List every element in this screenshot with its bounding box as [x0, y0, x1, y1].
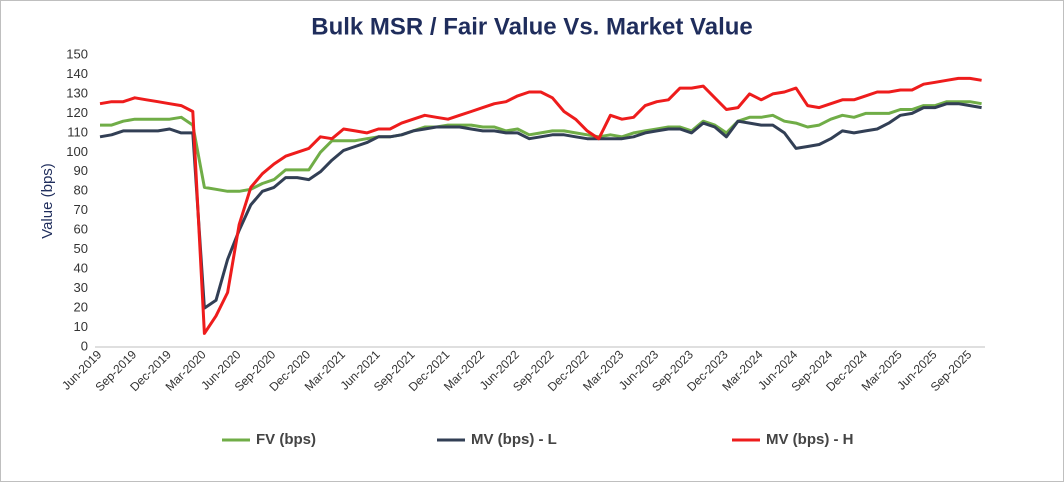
series-line [99, 76, 982, 335]
y-tick-label: 40 [74, 261, 88, 276]
series-line [99, 102, 982, 310]
y-tick-label: 150 [66, 46, 88, 61]
y-tick-label: 120 [66, 105, 88, 120]
chart-title: Bulk MSR / Fair Value Vs. Market Value [311, 13, 753, 40]
y-tick-label: 140 [66, 66, 88, 81]
y-tick-label: 10 [74, 319, 88, 334]
legend-label: FV (bps) [256, 431, 316, 448]
legend-label: MV (bps) - H [766, 431, 854, 448]
y-tick-label: 0 [81, 338, 88, 353]
y-axis-label: Value (bps) [39, 163, 56, 239]
y-tick-label: 20 [74, 300, 88, 315]
y-tick-label: 80 [74, 183, 88, 198]
legend-label: MV (bps) - L [471, 431, 557, 448]
y-tick-label: 50 [74, 241, 88, 256]
y-tick-label: 130 [66, 85, 88, 100]
series-line [100, 100, 982, 193]
y-tick-label: 70 [74, 202, 88, 217]
y-tick-label: 110 [67, 124, 88, 139]
y-tick-label: 30 [74, 280, 88, 295]
y-tick-label: 100 [66, 144, 88, 159]
y-tick-label: 90 [74, 163, 88, 178]
y-tick-label: 60 [74, 222, 88, 237]
